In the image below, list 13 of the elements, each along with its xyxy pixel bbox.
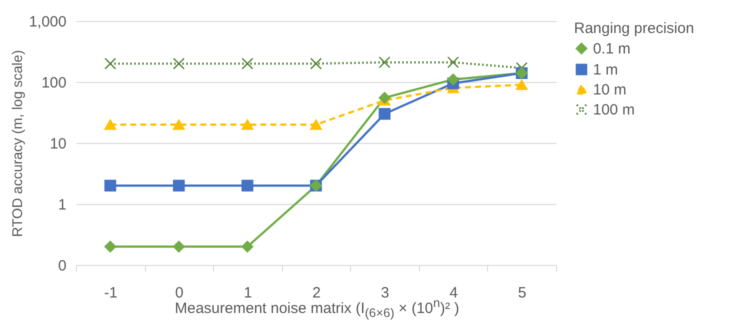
y-tick-label: 100 [41,74,66,92]
y-tick-label: 1 [58,196,66,214]
y-tick-label: 1,000 [28,14,66,30]
legend-label: 100 m [593,102,635,118]
legend-label: 0.1 m [593,40,631,58]
y-tick-label: 0 [58,258,66,274]
x-tick-label: 5 [518,284,526,302]
legend-label: 10 m [593,82,626,98]
legend-title: Ranging precision [574,20,694,37]
y-axis-title: RTOD accuracy (m, log scale) [8,50,25,237]
x-tick-label: -1 [104,284,118,302]
legend-label: 1 m [593,62,618,78]
y-tick-label: 10 [50,136,66,152]
